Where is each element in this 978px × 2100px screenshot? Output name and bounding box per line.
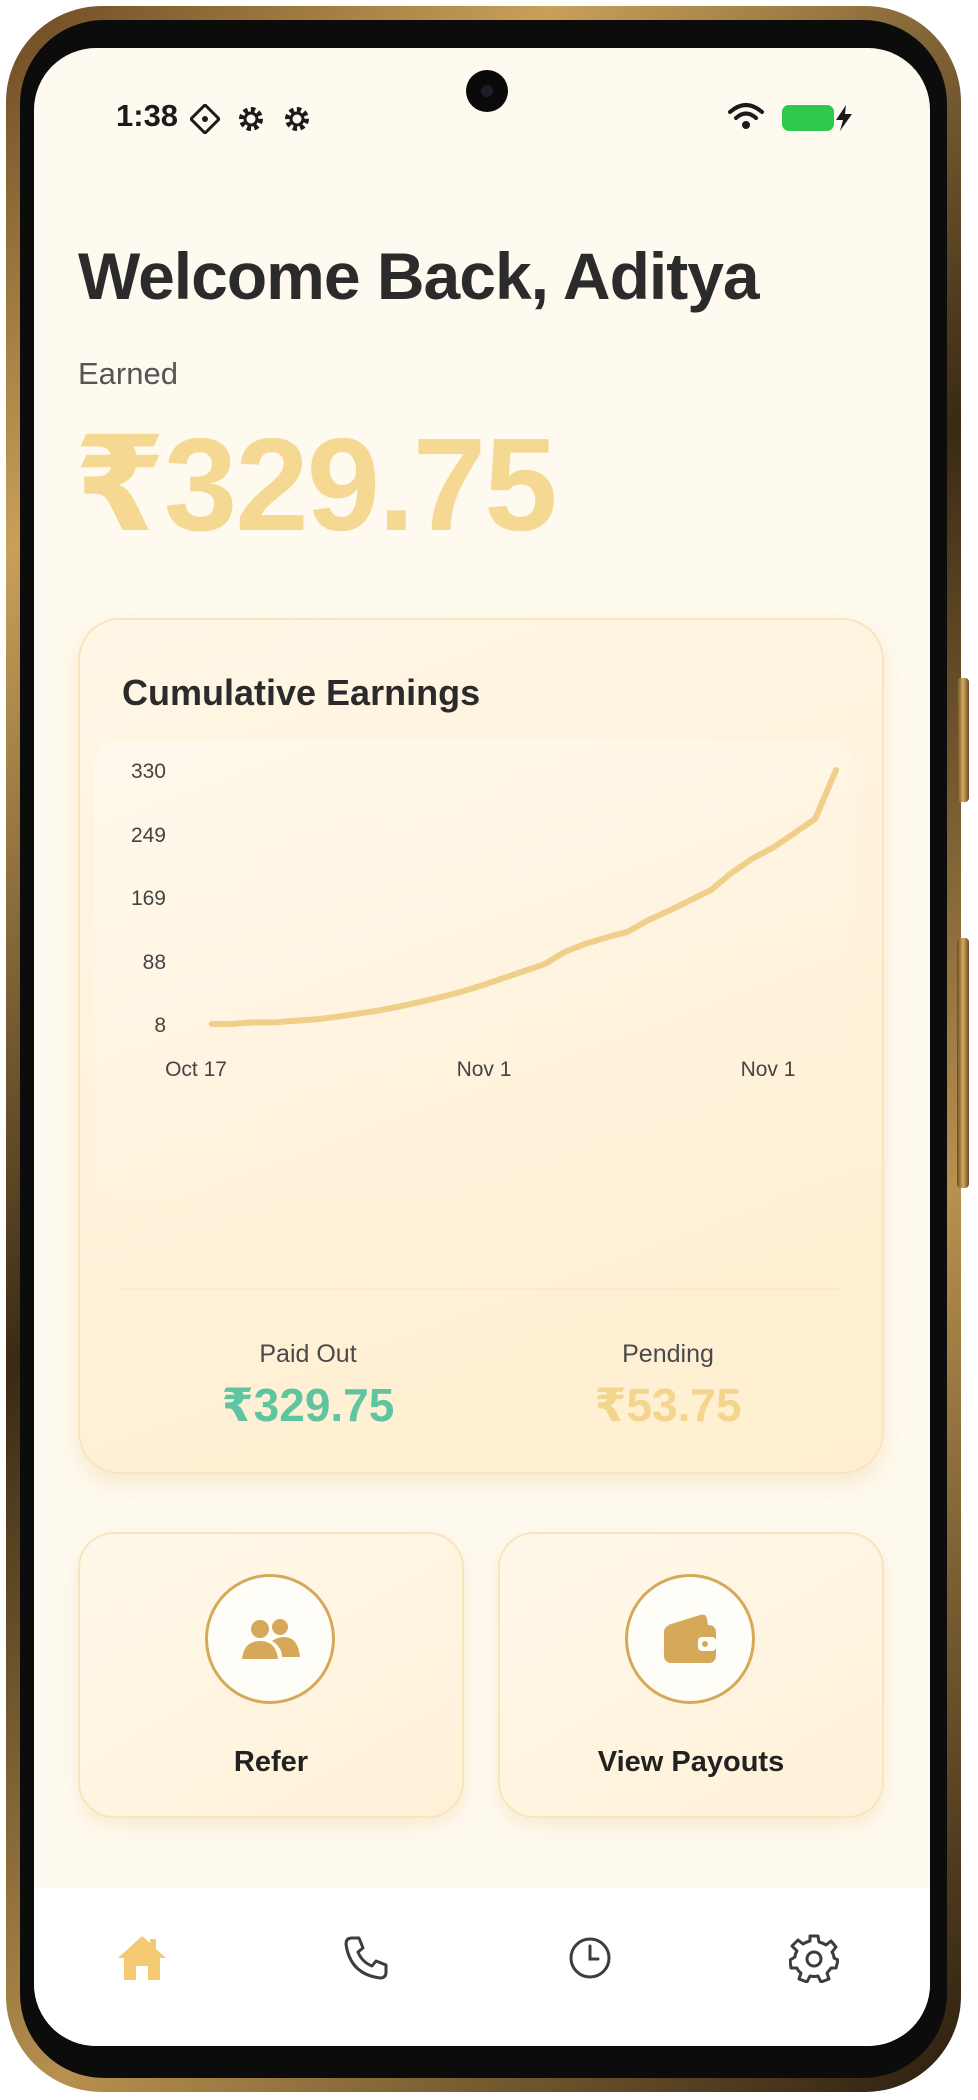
y-tick-label: 88 xyxy=(143,951,166,974)
card-title: Cumulative Earnings xyxy=(122,672,481,713)
card-divider xyxy=(120,1288,840,1290)
y-tick-label: 169 xyxy=(131,887,166,910)
cumulative-earnings-card: Cumulative Earnings 330 249 169 88 8 Oct 17 No… xyxy=(78,618,884,1474)
gear-icon xyxy=(239,107,263,131)
status-time: 1:38 xyxy=(116,98,179,133)
earned-amount: ₹329.75 xyxy=(74,411,558,558)
view-payouts-card[interactable]: View Payouts xyxy=(498,1532,884,1818)
nav-home[interactable] xyxy=(112,1928,172,1988)
phone-icon xyxy=(344,1936,388,1980)
view-payouts-label: View Payouts xyxy=(597,1746,785,1778)
people-icon xyxy=(242,1619,300,1659)
y-tick-label: 249 xyxy=(131,824,166,847)
refer-label: Refer xyxy=(233,1746,309,1778)
app-screen: 1:38 Welcome Back, Aditya Earned ₹329.75… xyxy=(34,48,930,2046)
clock-icon xyxy=(569,1937,611,1979)
nav-history[interactable] xyxy=(560,1928,620,1988)
refer-icon-circle xyxy=(205,1574,335,1704)
pending-value: ₹53.75 xyxy=(594,1379,742,1431)
earnings-series-line xyxy=(209,767,839,1027)
earnings-chart: 330 249 169 88 8 Oct 17 Nov 1 Nov 1 xyxy=(94,740,854,1200)
y-tick-label: 330 xyxy=(131,760,166,783)
x-tick-label: Nov 1 xyxy=(457,1058,512,1081)
nav-calls[interactable] xyxy=(336,1928,396,1988)
earned-label: Earned xyxy=(78,356,178,391)
pending-label: Pending xyxy=(622,1340,714,1368)
data-saver-icon xyxy=(190,104,220,134)
refer-card[interactable]: Refer xyxy=(78,1532,464,1818)
gear-icon xyxy=(285,107,309,131)
paid-out-value: ₹329.75 xyxy=(221,1379,395,1431)
home-icon xyxy=(118,1936,166,1980)
front-camera xyxy=(466,70,508,112)
payouts-icon-circle xyxy=(625,1574,755,1704)
charging-bolt-icon xyxy=(836,105,852,131)
settings-icon xyxy=(789,1934,839,1983)
y-tick-label: 8 xyxy=(154,1014,166,1037)
bottom-nav xyxy=(34,1888,930,2046)
status-bar: 1:38 xyxy=(34,48,930,158)
x-tick-label: Nov 1 xyxy=(741,1058,796,1081)
wifi-icon xyxy=(728,103,764,129)
battery-icon xyxy=(782,105,834,131)
side-button-power xyxy=(957,938,969,1188)
welcome-title: Welcome Back, Aditya xyxy=(78,239,760,313)
nav-settings[interactable] xyxy=(784,1928,844,1988)
side-button-volume xyxy=(957,678,969,802)
paid-out-label: Paid Out xyxy=(259,1340,357,1368)
x-tick-label: Oct 17 xyxy=(165,1058,227,1081)
wallet-icon xyxy=(664,1614,716,1663)
